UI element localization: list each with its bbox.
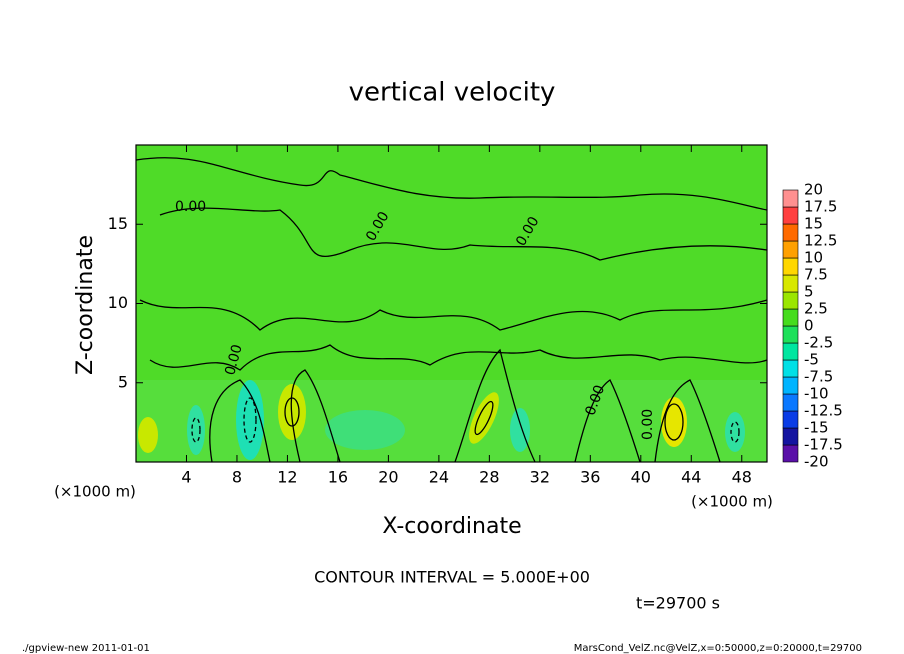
colorbar-bin	[782, 444, 799, 463]
colorbar-bin	[782, 274, 799, 293]
colorbar-label: -20	[804, 453, 829, 471]
y-tick-label: 5	[118, 372, 128, 391]
contour-line	[284, 397, 300, 427]
contour-line	[149, 344, 768, 371]
colorbar-label: -15	[804, 419, 829, 437]
contour-line	[243, 397, 257, 443]
x-tick-label: 8	[232, 468, 242, 487]
x-axis-label: X-coordinate	[382, 514, 521, 539]
x-tick-label: 16	[328, 468, 348, 487]
x-tick-label: 24	[429, 468, 449, 487]
colorbar-label: -17.5	[804, 436, 843, 454]
field-blob	[325, 410, 405, 450]
contour-line	[159, 207, 768, 261]
footer-right: MarsCond_VelZ.nc@VelZ,x=0:50000,z=0:2000…	[574, 643, 862, 654]
colorbar-bin	[782, 376, 799, 395]
footer-left: ./gpview-new 2011-01-01	[22, 643, 150, 654]
colorbar-bin	[782, 342, 799, 361]
colorbar-label: 5	[804, 283, 814, 301]
colorbar-bin	[782, 308, 799, 327]
contour-label: 0.00	[640, 409, 656, 440]
x-unit-right: (×1000 m)	[691, 493, 773, 511]
colorbar-bin	[782, 206, 799, 225]
y-tick-label: 15	[108, 214, 128, 233]
contour-line	[474, 400, 494, 436]
colorbar-label: 12.5	[804, 232, 837, 250]
colorbar-label: -2.5	[804, 334, 833, 352]
colorbar-bin	[782, 257, 799, 276]
x-tick-label: 12	[277, 468, 297, 487]
colorbar-bin	[782, 223, 799, 242]
field-blob	[469, 392, 499, 444]
colorbar-label: -10	[804, 385, 829, 403]
colorbar-label: 15	[804, 215, 823, 233]
colorbar-bin	[782, 359, 799, 378]
colorbar-label: -5	[804, 351, 819, 369]
contour-line	[191, 417, 201, 443]
contour-line	[454, 348, 536, 463]
x-tick-label: 40	[631, 468, 651, 487]
field-blob	[187, 405, 205, 455]
contour-line	[664, 403, 684, 441]
contour-line	[574, 379, 641, 463]
field-blob	[510, 408, 530, 452]
contour-label: 0.00	[175, 199, 206, 215]
contour-line	[135, 157, 768, 211]
y-axis-label: Z-coordinate	[73, 235, 98, 375]
x-tick-label: 20	[378, 468, 398, 487]
colorbar-label: 7.5	[804, 266, 828, 284]
contour-line	[209, 379, 271, 463]
colorbar-label: 20	[804, 181, 823, 199]
colorbar-bin	[782, 189, 799, 208]
contour-line	[654, 379, 721, 463]
colorbar-bin	[782, 427, 799, 446]
colorbar-label: 0	[804, 317, 814, 335]
colorbar-bin	[782, 240, 799, 259]
colorbar-label: 2.5	[804, 300, 828, 318]
contour-line	[290, 369, 341, 463]
colorbar-bin	[782, 291, 799, 310]
colorbar-bin	[782, 410, 799, 429]
x-tick-label: 36	[580, 468, 600, 487]
colorbar-label: -7.5	[804, 368, 833, 386]
field-blob	[725, 412, 745, 452]
contour-label: 0.00	[222, 343, 246, 377]
contour-line	[730, 421, 740, 443]
field: 0.00 0.00 0.00 0.00 0.00 0.00	[135, 145, 768, 463]
colorbar-bin	[782, 325, 799, 344]
chart-title: vertical velocity	[349, 78, 556, 108]
x-tick-label: 28	[479, 468, 499, 487]
x-tick-label: 32	[530, 468, 550, 487]
colorbar-label: 10	[804, 249, 823, 267]
time-label: t=29700 s	[636, 594, 720, 613]
x-tick-label: 48	[732, 468, 752, 487]
colorbar-label: 17.5	[804, 198, 837, 216]
x-unit-left: (×1000 m)	[54, 483, 136, 501]
x-tick-label: 44	[681, 468, 701, 487]
colorbar-label: -12.5	[804, 402, 843, 420]
colorbar-bin	[782, 393, 799, 412]
x-tick-label: 4	[181, 468, 191, 487]
y-tick-label: 10	[108, 293, 128, 312]
field-blob	[236, 380, 264, 460]
contour-line	[139, 299, 768, 331]
field-blob	[138, 417, 158, 453]
contour-interval: CONTOUR INTERVAL = 5.000E+00	[314, 568, 590, 587]
